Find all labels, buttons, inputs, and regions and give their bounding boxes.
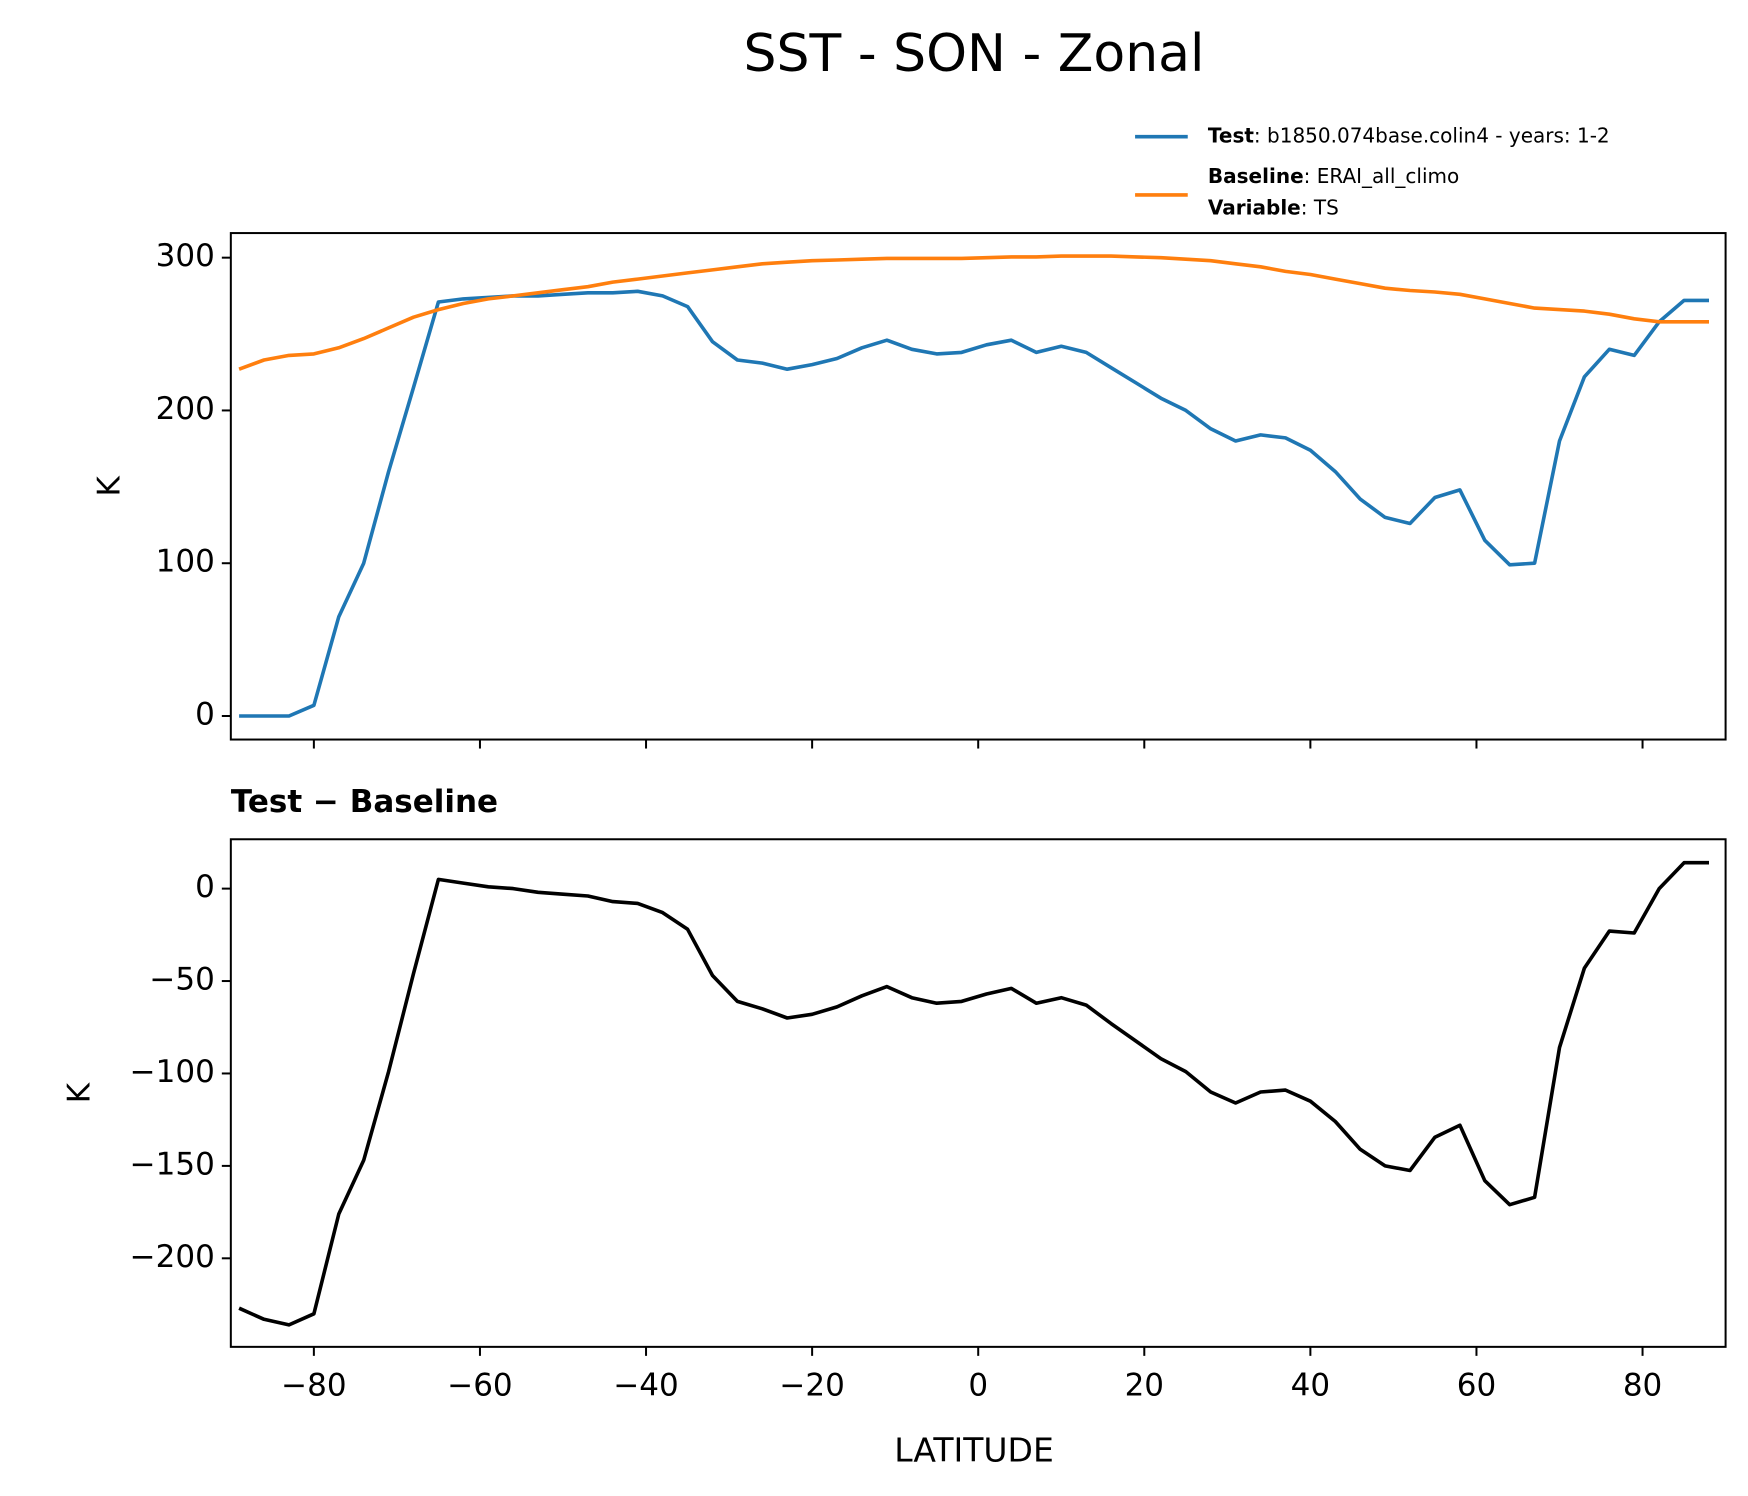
x-tick-label: 80	[1623, 1367, 1662, 1403]
x-tick-label: −60	[447, 1367, 512, 1403]
x-tick-label: 20	[1125, 1367, 1164, 1403]
y-tick-label: 100	[156, 544, 215, 580]
legend-description: : b1850.074base.colin4 - years: 1-2	[1254, 123, 1610, 147]
axes-frame	[229, 838, 1727, 1348]
legend-description: : TS	[1301, 195, 1339, 219]
legend-name: Baseline	[1208, 164, 1304, 188]
y-axis-label: K	[61, 1082, 97, 1103]
y-tick-label: 200	[156, 391, 215, 427]
figure-title: SST - SON - Zonal	[744, 24, 1205, 84]
axes: 0 100 200 300 K	[91, 232, 1727, 749]
legend: Test: b1850.074base.colin4 - years: 1-2 B…	[1135, 123, 1610, 219]
legend-label: Variable: TS	[1208, 195, 1339, 219]
y-tick-label: 300	[156, 238, 215, 274]
x-tick-label: 60	[1457, 1367, 1496, 1403]
x-tick-label: −20	[779, 1367, 844, 1403]
data-line	[239, 289, 1709, 718]
y-tick-label: 0	[195, 869, 215, 905]
x-tick-label: −80	[281, 1367, 346, 1403]
axes-frame	[229, 232, 1727, 741]
x-axis-label: LATITUDE	[894, 1431, 1054, 1470]
axes: −200−150−100−500−80 −60 −40 −20 0 20 40 60 80KTe…	[61, 784, 1727, 1403]
y-tick-label: −150	[130, 1146, 215, 1182]
y-tick-label: 0	[195, 697, 215, 733]
y-axis-label: K	[91, 475, 127, 496]
legend-description: : ERAI_all_climo	[1304, 164, 1460, 188]
x-tick-label: 0	[968, 1367, 988, 1403]
axes-title: Test − Baseline	[231, 784, 498, 820]
legend-label: Baseline: ERAI_all_climo	[1208, 164, 1459, 188]
x-tick-label: 40	[1291, 1367, 1330, 1403]
x-tick-label: −40	[613, 1367, 678, 1403]
legend-name: Variable	[1208, 195, 1301, 219]
legend-label: Test: b1850.074base.colin4 - years: 1-2	[1208, 123, 1610, 147]
data-line	[238, 860, 1709, 1327]
data-line	[238, 254, 1709, 371]
y-tick-label: −100	[130, 1054, 215, 1090]
y-tick-label: −200	[130, 1239, 215, 1275]
y-tick-label: −50	[149, 962, 214, 998]
legend-name: Test	[1208, 123, 1254, 147]
